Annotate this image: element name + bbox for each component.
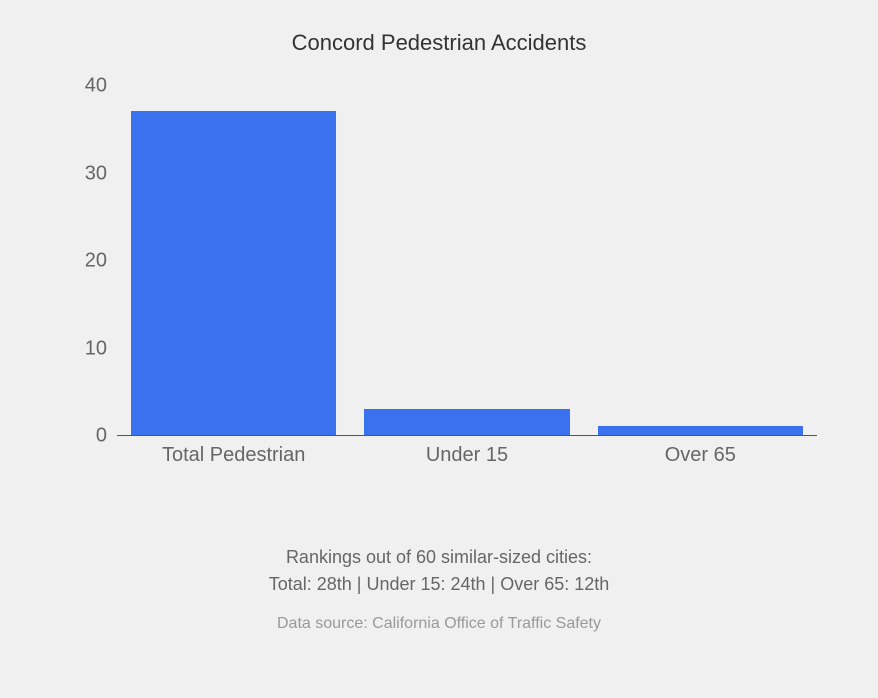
chart-area: 010203040 Total PedestrianUnder 15Over 6… [59,86,819,466]
chart-footer: Rankings out of 60 similar-sized cities:… [269,544,610,636]
y-tick-label: 40 [85,75,107,98]
x-tick-label: Under 15 [426,444,508,467]
x-tick-label: Total Pedestrian [162,444,305,467]
chart-title: Concord Pedestrian Accidents [292,30,587,56]
plot-area [117,86,817,436]
bar [131,111,336,435]
chart-container: Concord Pedestrian Accidents 0 10 20 30 40 T… [0,0,878,698]
y-tick-label: 10 [85,337,107,360]
rankings-heading: Rankings out of 60 similar-sized cities: [269,544,610,571]
data-source: Data source: California Office of Traffi… [269,612,610,636]
y-tick-label: 20 [85,250,107,273]
y-tick-label: 0 [96,425,107,448]
bar [364,409,569,435]
rankings-detail: Total: 28th | Under 15: 24th | Over 65: … [269,571,610,598]
x-axis-labels: Total Pedestrian Under 15 Over 65 [117,444,817,474]
x-tick-label: Over 65 [665,444,736,467]
y-axis: 010203040 [59,86,117,436]
y-tick-label: 30 [85,162,107,185]
bar [598,426,803,435]
